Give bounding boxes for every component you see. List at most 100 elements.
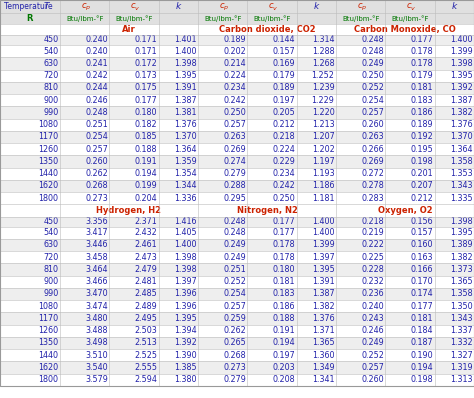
Text: 1080: 1080 xyxy=(38,302,58,310)
Text: 0.295: 0.295 xyxy=(223,193,246,203)
Text: 1.313: 1.313 xyxy=(450,375,473,384)
Text: Btu/lbm-°F: Btu/lbm-°F xyxy=(66,15,103,22)
Text: 1.341: 1.341 xyxy=(312,375,335,384)
Text: 1.371: 1.371 xyxy=(312,326,335,335)
Text: 0.236: 0.236 xyxy=(361,289,384,298)
Text: 1.387: 1.387 xyxy=(174,96,196,105)
Text: 1.239: 1.239 xyxy=(312,83,335,92)
Text: 1.337: 1.337 xyxy=(450,326,473,335)
Text: k: k xyxy=(452,2,457,11)
Text: 0.183: 0.183 xyxy=(273,289,295,298)
Text: 1.400: 1.400 xyxy=(174,47,196,56)
Text: Nitrogen, N2: Nitrogen, N2 xyxy=(237,206,297,215)
Text: 1.396: 1.396 xyxy=(174,289,196,298)
Text: 1800: 1800 xyxy=(38,375,58,384)
Text: c: c xyxy=(219,2,224,10)
Text: 0.190: 0.190 xyxy=(411,351,433,360)
Bar xyxy=(0,94,474,106)
Text: 3.458: 3.458 xyxy=(85,253,108,261)
Text: 0.182: 0.182 xyxy=(135,120,157,129)
Text: 0.257: 0.257 xyxy=(361,108,384,117)
Bar xyxy=(0,349,474,361)
Text: 720: 720 xyxy=(43,71,58,80)
Text: 1.344: 1.344 xyxy=(174,181,196,190)
Text: 1620: 1620 xyxy=(38,363,58,372)
Text: 2.525: 2.525 xyxy=(134,351,157,360)
Text: 1.398: 1.398 xyxy=(450,217,473,226)
Text: 0.248: 0.248 xyxy=(223,217,246,226)
Text: 1.398: 1.398 xyxy=(174,253,196,261)
Text: 1.405: 1.405 xyxy=(174,228,196,237)
Text: 3.446: 3.446 xyxy=(85,240,108,250)
Text: 0.252: 0.252 xyxy=(361,83,384,92)
Text: 1.380: 1.380 xyxy=(174,375,196,384)
Text: 0.242: 0.242 xyxy=(223,96,246,105)
Bar xyxy=(0,204,474,217)
Bar xyxy=(0,192,474,204)
Text: 0.254: 0.254 xyxy=(361,96,384,105)
Text: 1.376: 1.376 xyxy=(450,120,473,129)
Bar xyxy=(0,361,474,373)
Bar xyxy=(0,300,474,312)
Text: 900: 900 xyxy=(43,277,58,286)
Text: 1440: 1440 xyxy=(38,351,58,360)
Text: 1.376: 1.376 xyxy=(174,120,196,129)
Text: 3.488: 3.488 xyxy=(85,326,108,335)
Text: 2.432: 2.432 xyxy=(135,228,157,237)
Bar xyxy=(0,251,474,263)
Text: 0.241: 0.241 xyxy=(85,59,108,68)
Text: 630: 630 xyxy=(44,59,58,68)
Text: 0.242: 0.242 xyxy=(85,71,108,80)
Text: 1.387: 1.387 xyxy=(312,289,335,298)
Text: 3.540: 3.540 xyxy=(85,363,108,372)
Text: 1.400: 1.400 xyxy=(450,35,473,45)
Text: 0.198: 0.198 xyxy=(411,157,433,166)
Text: Temperature: Temperature xyxy=(4,2,55,11)
Text: 1.364: 1.364 xyxy=(450,144,473,154)
Text: 1440: 1440 xyxy=(38,169,58,178)
Text: 1.392: 1.392 xyxy=(173,338,196,347)
Text: 0.186: 0.186 xyxy=(273,302,295,310)
Text: 1.358: 1.358 xyxy=(450,289,473,298)
Text: 0.195: 0.195 xyxy=(410,144,433,154)
Text: 1.400: 1.400 xyxy=(312,228,335,237)
Text: 0.242: 0.242 xyxy=(273,181,295,190)
Text: 1.398: 1.398 xyxy=(450,59,473,68)
Text: 450: 450 xyxy=(43,35,58,45)
Text: Air: Air xyxy=(122,25,136,34)
Text: 1.401: 1.401 xyxy=(174,35,196,45)
Text: 450: 450 xyxy=(43,217,58,226)
Bar xyxy=(0,13,474,24)
Text: 0.224: 0.224 xyxy=(223,71,246,80)
Text: 0.234: 0.234 xyxy=(223,83,246,92)
Text: 0.252: 0.252 xyxy=(223,277,246,286)
Text: Btu/lbm-°F: Btu/lbm-°F xyxy=(204,15,241,22)
Bar xyxy=(0,337,474,349)
Bar xyxy=(0,143,474,155)
Text: 2.555: 2.555 xyxy=(134,363,157,372)
Text: 0.260: 0.260 xyxy=(361,375,384,384)
Text: 0.218: 0.218 xyxy=(273,133,295,141)
Text: 1.392: 1.392 xyxy=(450,83,473,92)
Text: 2.371: 2.371 xyxy=(135,217,157,226)
Text: 1.207: 1.207 xyxy=(312,133,335,141)
Text: 0.249: 0.249 xyxy=(361,59,384,68)
Text: 0.156: 0.156 xyxy=(411,217,433,226)
Text: k: k xyxy=(176,2,181,11)
Text: p: p xyxy=(223,6,227,10)
Text: 1.336: 1.336 xyxy=(174,193,196,203)
Text: 2.513: 2.513 xyxy=(135,338,157,347)
Text: 2.461: 2.461 xyxy=(135,240,157,250)
Text: 0.248: 0.248 xyxy=(361,35,384,45)
Text: 0.265: 0.265 xyxy=(223,338,246,347)
Text: 0.250: 0.250 xyxy=(361,71,384,80)
Text: 3.464: 3.464 xyxy=(85,265,108,274)
Text: 1.193: 1.193 xyxy=(312,169,335,178)
Text: 1.395: 1.395 xyxy=(450,71,473,80)
Text: 1.202: 1.202 xyxy=(312,144,335,154)
Text: 1.360: 1.360 xyxy=(312,351,335,360)
Text: 0.243: 0.243 xyxy=(361,314,384,323)
Text: 0.174: 0.174 xyxy=(411,289,433,298)
Text: 1.370: 1.370 xyxy=(174,133,196,141)
Bar xyxy=(435,13,474,24)
